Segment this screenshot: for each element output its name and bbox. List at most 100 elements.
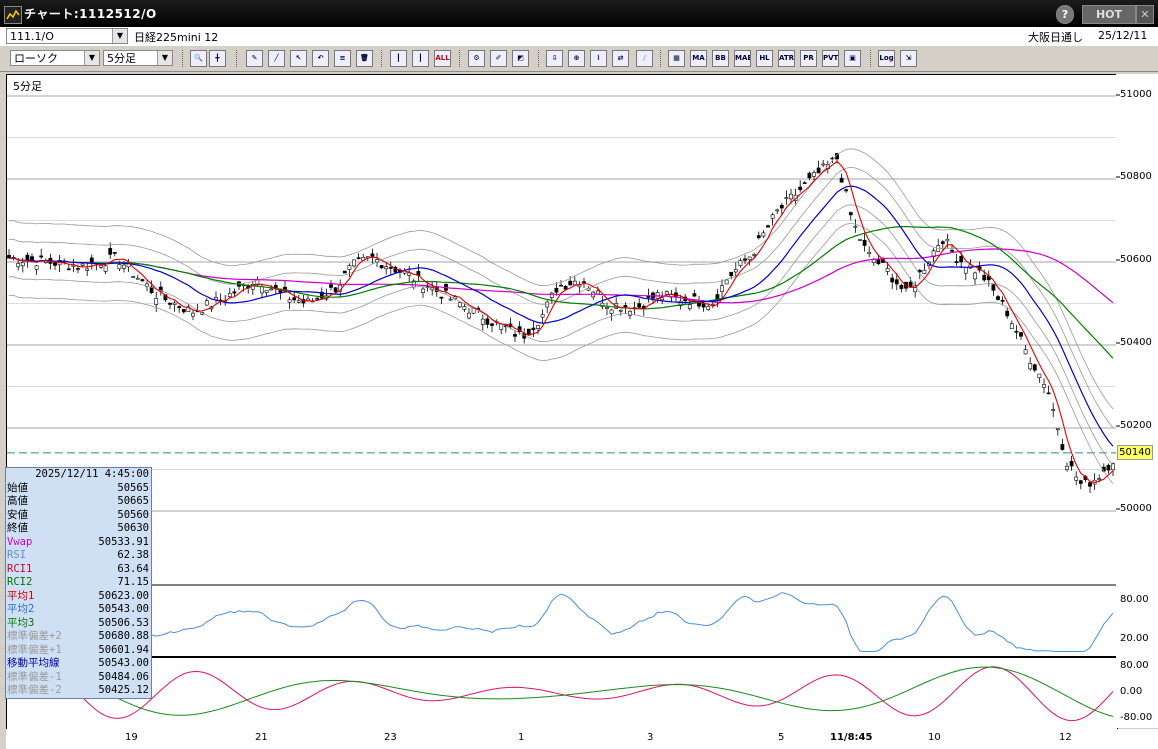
candle-body <box>453 296 458 299</box>
x-tick: 12 <box>1059 732 1072 743</box>
candle-body <box>177 306 182 309</box>
magnify-icon[interactable]: ⊕ <box>568 50 585 67</box>
candle-body <box>131 276 136 278</box>
candle-body <box>66 268 71 271</box>
chart-canvas[interactable] <box>7 75 1117 729</box>
trash-icon[interactable]: 🗑 <box>356 50 373 67</box>
info-row: 安値 50560 <box>6 509 151 523</box>
color-icon[interactable]: ◩ <box>512 50 529 67</box>
close-button[interactable]: ✕ <box>1136 5 1154 24</box>
settings-icon[interactable]: ⚙ <box>468 50 485 67</box>
info-value: 50506.53 <box>98 616 149 629</box>
candle-body <box>687 304 692 309</box>
interval-select[interactable]: 5分足 ▼ <box>103 50 173 66</box>
candle-body <box>379 265 384 269</box>
candle-body <box>1009 323 1014 330</box>
atr-button[interactable]: ATR <box>778 50 795 67</box>
brush-icon[interactable]: ✐ <box>490 50 507 67</box>
info-label: 標準偏差+2 <box>7 630 62 642</box>
pvt-button[interactable]: PVT <box>822 50 839 67</box>
chevron-down-icon[interactable]: ▼ <box>157 51 172 65</box>
candle-body <box>738 260 743 266</box>
candle-body <box>356 257 361 259</box>
info-row: 終値 50630 <box>6 522 151 536</box>
candle-body <box>39 255 44 258</box>
candle-body <box>108 248 113 255</box>
rci-tick: 80.00 <box>1120 660 1149 671</box>
toolbar-separator <box>236 50 239 67</box>
candle-body <box>154 297 159 305</box>
time-axis <box>6 729 1158 749</box>
symbol-name: 日経225mini 12 <box>134 31 219 44</box>
toolbar-separator <box>660 50 663 67</box>
candle-body <box>540 314 545 318</box>
ma-button[interactable]: MA <box>690 50 707 67</box>
candle-body <box>485 318 490 325</box>
candle-body <box>490 323 494 326</box>
candle-icon[interactable]: ┃ <box>390 50 407 67</box>
square-icon[interactable]: ▣ <box>844 50 861 67</box>
candle-body <box>1023 349 1028 355</box>
candle-body <box>890 277 895 283</box>
candle-body <box>821 163 826 166</box>
candle-body <box>1014 330 1019 333</box>
x-tick: 1 <box>518 732 525 743</box>
candle-body <box>499 323 504 330</box>
window-title: チャート:1112512/O <box>24 7 157 21</box>
candle-body <box>172 302 177 305</box>
mae-button[interactable]: MAE <box>734 50 751 67</box>
cursor-icon[interactable]: ↖ <box>290 50 307 67</box>
pen-icon[interactable]: ✎ <box>246 50 263 67</box>
chevron-down-icon[interactable]: ▼ <box>84 51 99 65</box>
hl-button[interactable]: HL <box>756 50 773 67</box>
info-label: 平均3 <box>7 616 35 629</box>
ma2-line <box>8 185 1114 447</box>
candle-body <box>513 334 517 337</box>
info-value: 50623.00 <box>98 589 149 602</box>
rsi-tick: 80.00 <box>1120 594 1149 605</box>
info-label: 標準偏差-2 <box>7 684 62 696</box>
list-icon[interactable]: ≡ <box>334 50 351 67</box>
export-icon[interactable]: ⇲ <box>900 50 917 67</box>
candle-body <box>697 302 701 307</box>
candle-body <box>605 307 609 309</box>
table-icon[interactable]: ▦ <box>668 50 685 67</box>
candle-body <box>549 292 554 298</box>
chart-compare-icon[interactable]: ⇄ <box>612 50 629 67</box>
title-bar: チャート:1112512/O ? HOT ✕ <box>0 0 1158 28</box>
help-button[interactable]: ? <box>1056 5 1074 24</box>
candle-body <box>858 239 862 241</box>
candle-body <box>1055 428 1060 431</box>
line-tool-icon[interactable]: ╱ <box>268 50 285 67</box>
all-button[interactable]: ALL <box>434 50 451 67</box>
log-button[interactable]: Log <box>878 50 895 67</box>
bb-button[interactable]: BB <box>712 50 729 67</box>
candle-body <box>853 225 858 228</box>
info-row: 高値 50665 <box>6 495 151 509</box>
bollinger-band <box>8 222 1114 484</box>
crosshair-icon[interactable]: ╋ <box>209 50 226 67</box>
symbol-select[interactable]: 111.1/O ▼ <box>6 28 128 44</box>
x-tick: 19 <box>125 732 138 743</box>
chart-line-icon[interactable]: ⌇ <box>590 50 607 67</box>
bollinger-band <box>8 148 1114 410</box>
candle-select-icon[interactable]: ┃ <box>412 50 429 67</box>
ma1-line <box>8 160 1114 483</box>
chart-type-select[interactable]: ローソク ▼ <box>10 50 100 66</box>
chevron-down-icon[interactable]: ▼ <box>112 29 127 43</box>
candle-body <box>885 268 890 272</box>
pr-button[interactable]: PR <box>800 50 817 67</box>
disabled-tool-icon: / <box>636 50 653 67</box>
candle-body <box>899 284 904 289</box>
candle-body <box>296 300 301 303</box>
undo-icon[interactable]: ↶ <box>312 50 329 67</box>
hot-button[interactable]: HOT <box>1082 5 1136 24</box>
candle-body <box>370 253 375 257</box>
zoom-icon[interactable]: 🔍 <box>190 50 207 67</box>
session-date: 25/12/11 <box>1098 29 1148 42</box>
info-row: 標準偏差-2 50425.12 <box>6 684 151 698</box>
candle-body <box>812 172 816 177</box>
chart-area[interactable] <box>6 74 1118 730</box>
download-icon[interactable]: ⇩ <box>546 50 563 67</box>
candle-body <box>269 288 274 291</box>
